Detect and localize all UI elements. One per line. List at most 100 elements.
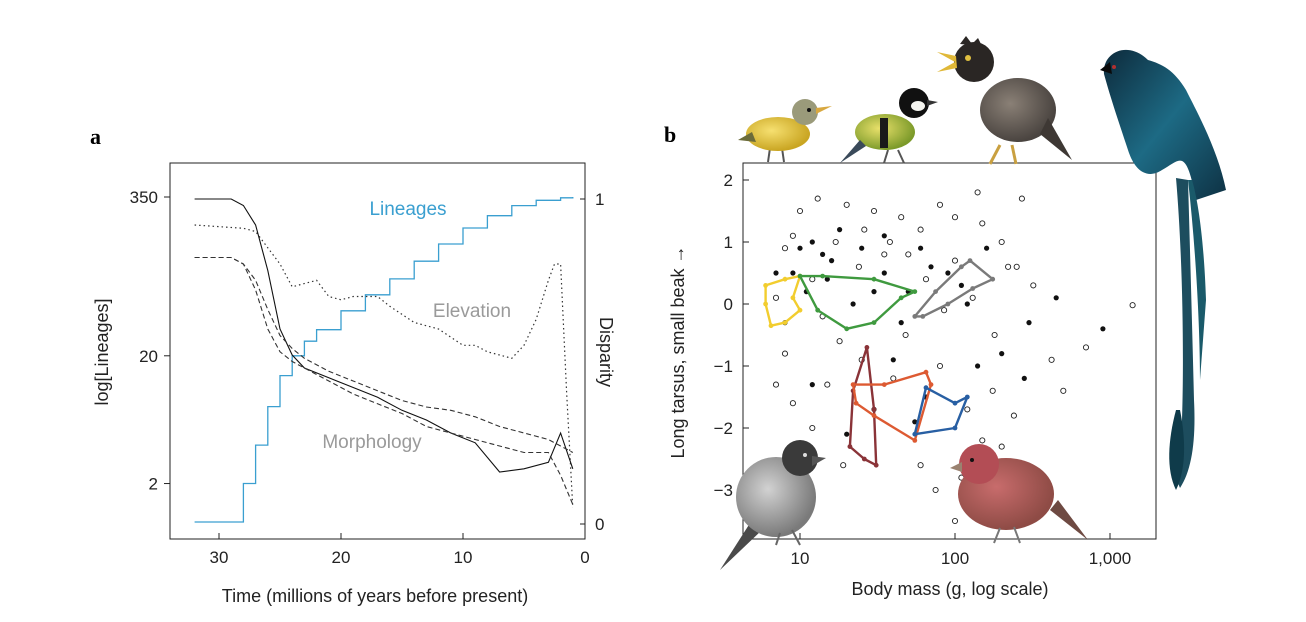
scatter-point-open (861, 226, 868, 233)
hull-vertex-yellow (763, 301, 768, 307)
panel-b-frame (742, 162, 1157, 540)
scatter-point-open (832, 238, 839, 246)
hull-blue (913, 386, 969, 436)
scatter-point-open (836, 338, 843, 345)
panel-b-points (772, 189, 1136, 525)
scatter-point-open (979, 220, 986, 227)
panel-a-right-axis: 10 (580, 190, 604, 534)
scatter-point-open (974, 189, 981, 196)
hull-vertex-green (797, 273, 803, 279)
hull-vertex-gray (912, 314, 918, 319)
scatter-point-filled (837, 227, 843, 233)
scatter-point-open (951, 214, 959, 221)
scatter-point-open (772, 381, 780, 388)
panel-b-hulls (763, 258, 996, 468)
myna-icon (937, 36, 1072, 165)
scatter-point-open (886, 238, 893, 246)
scatter-point-filled (797, 245, 803, 251)
scatter-point-open (898, 214, 905, 221)
panel-b-xlabel: Body mass (g, log scale) (851, 579, 1048, 599)
hull-vertex-orange (871, 413, 877, 418)
hull-vertex-gray (967, 258, 973, 263)
panel-b-letter: b (664, 122, 676, 147)
scatter-point-filled (859, 245, 865, 251)
series-line-morphology-4 (194, 256, 574, 505)
hull-vertex-blue (923, 385, 929, 391)
series-line-elevation-1 (194, 224, 574, 508)
panel-a-series (194, 197, 574, 523)
scatter-point-filled (820, 251, 826, 257)
scatter-point-open (951, 257, 959, 264)
scatter-point-filled (964, 301, 970, 307)
scatter-point-open (1018, 195, 1025, 202)
y-tick-label: 1 (724, 233, 733, 252)
scatter-point-filled (881, 270, 887, 276)
label-morphology: Morphology (322, 432, 422, 453)
hull-vertex-orange (881, 382, 887, 387)
panel-a-ylabel-right: Disparity (596, 317, 616, 387)
hull-vertex-gray (990, 276, 996, 282)
hull-orange (851, 371, 933, 442)
hull-vertex-blue (952, 425, 958, 431)
hull-gray (913, 259, 994, 318)
scatter-point-open (902, 331, 909, 339)
series-line-morphology-2 (194, 198, 574, 473)
scatter-point-filled (871, 289, 877, 295)
scatter-point-open (881, 251, 888, 258)
panel-a-x-axis: 30 20 10 0 (210, 533, 590, 567)
scatter-point-filled (824, 276, 830, 282)
scatter-point-open (998, 238, 1005, 246)
label-lineages: Lineages (369, 199, 446, 220)
hull-vertex-blue (952, 400, 958, 406)
panel-a-ylabel-left: log[Lineages] (92, 298, 112, 405)
hull-maroon (848, 346, 878, 467)
rosefinch-icon (950, 444, 1088, 544)
x-tick-label: 0 (580, 548, 589, 567)
scatter-point-open (781, 245, 789, 252)
hull-vertex-maroon (864, 345, 870, 350)
scatter-point-open (1048, 356, 1055, 363)
scatter-point-filled (945, 270, 951, 276)
scatter-point-open (979, 437, 986, 444)
scatter-point-filled (984, 245, 990, 251)
hull-vertex-yellow (790, 295, 796, 301)
y-tick-label: −1 (714, 357, 733, 376)
hull-vertex-maroon (873, 462, 879, 468)
scatter-point-filled (928, 264, 934, 270)
hull-vertex-gray (959, 264, 964, 270)
scatter-point-filled (1026, 320, 1032, 326)
scatter-point-open (936, 362, 944, 370)
scatter-point-open (1060, 387, 1067, 394)
scatter-point-open (922, 276, 930, 283)
hull-vertex-green (871, 276, 877, 282)
left-tick-label: 350 (130, 188, 158, 207)
great-tit-icon (840, 88, 938, 164)
hull-vertex-blue (912, 431, 918, 437)
scatter-point-open (964, 406, 971, 413)
hull-vertex-gray (933, 289, 938, 294)
scatter-point-open (991, 331, 998, 339)
scatter-point-open (809, 424, 816, 432)
scatter-point-open (781, 350, 789, 357)
scatter-point-open (796, 207, 804, 215)
scatter-point-open (1010, 412, 1017, 419)
series-line-morphology-3 (194, 256, 574, 453)
x-tick-label: 20 (332, 548, 351, 567)
scatter-point-filled (999, 351, 1005, 357)
hull-vertex-orange (928, 382, 934, 387)
left-tick-label: 2 (149, 475, 158, 494)
hull-vertex-yellow (797, 307, 803, 313)
scatter-point-open (870, 207, 878, 215)
scatter-point-filled (790, 270, 796, 276)
x-tick-label: 10 (454, 548, 473, 567)
scatter-point-open (809, 276, 816, 283)
hull-vertex-orange (923, 369, 929, 375)
hull-vertex-maroon (847, 444, 853, 449)
panel-a-letter: a (90, 124, 101, 149)
hull-vertex-gray (945, 301, 951, 307)
scatter-point-filled (890, 357, 896, 363)
scatter-point-open (917, 462, 924, 469)
hull-vertex-green (815, 307, 821, 313)
scatter-point-open (1030, 282, 1037, 289)
scatter-point-open (824, 381, 831, 388)
